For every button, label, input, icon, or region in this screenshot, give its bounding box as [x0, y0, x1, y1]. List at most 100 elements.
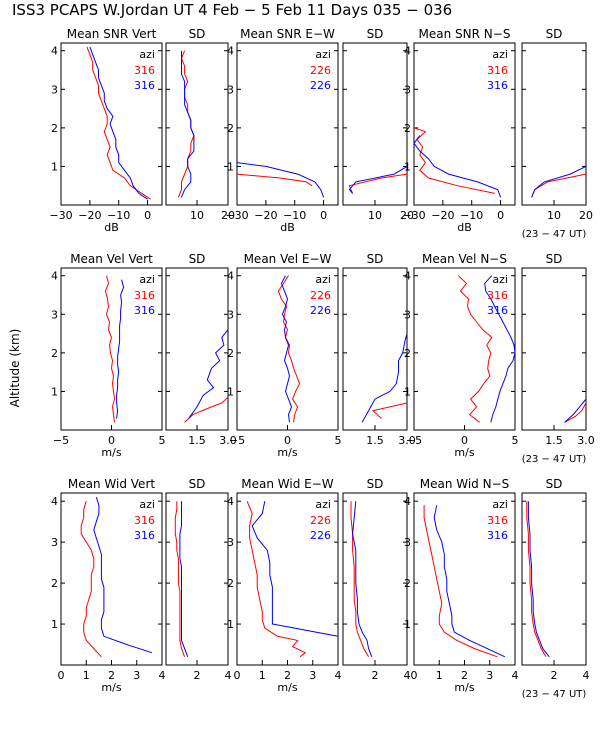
x-tick-label: 3.0 [219, 434, 237, 447]
series-line-red [246, 501, 307, 658]
legend-entry-blue: 226 [310, 304, 331, 317]
series-line-red [458, 275, 493, 423]
plot-frame [60, 42, 163, 206]
x-tick-label: −30 [402, 209, 425, 222]
legend-header: azi [139, 48, 155, 61]
panel-title: SD [367, 252, 384, 266]
x-tick-label: −30 [225, 209, 248, 222]
y-tick-label: 4 [51, 495, 58, 508]
y-tick-label: 3 [404, 83, 411, 96]
x-tick-label: 10 [547, 209, 561, 222]
y-tick-label: 2 [404, 122, 411, 135]
legend-header: azi [315, 48, 331, 61]
series-line-red [236, 173, 313, 187]
y-axis-label: Altitude (km) [8, 329, 22, 408]
y-tick-label: 3 [51, 536, 58, 549]
panel-r1c4: Mean Vel N−S 1 2 3 4 −5 0 5 m/s azi 316 316 [404, 252, 519, 459]
legend-entry-blue: 316 [134, 304, 155, 317]
panel-r2c1: SD 2 4 [165, 477, 232, 682]
legend-header: azi [315, 273, 331, 286]
y-tick-label: 2 [51, 577, 58, 590]
x-axis-label: dB [457, 221, 472, 234]
y-tick-label: 2 [227, 122, 234, 135]
series-line-red [371, 402, 408, 419]
panel-title: SD [367, 477, 384, 491]
series-line-red [413, 127, 495, 194]
panel-r1c0: Mean Vel Vert 1 2 3 4 −5 0 5 m/s azi 316 316 [51, 252, 166, 459]
x-axis-label: m/s [277, 681, 297, 694]
x-tick-label: −20 [78, 209, 101, 222]
x-tick-label: 4 [335, 669, 342, 682]
series-line-blue [352, 501, 373, 657]
x-tick-label: −30 [49, 209, 72, 222]
series-line-red [348, 173, 408, 194]
figure-title: ISS3 PCAPS W.Jordan UT 4 Feb − 5 Feb 11 … [12, 1, 452, 19]
x-tick-label: 5 [159, 434, 166, 447]
x-tick-label: 2 [461, 669, 468, 682]
x-axis-label: dB [280, 221, 295, 234]
series-line-red [277, 275, 301, 423]
series-line-blue [181, 50, 195, 198]
x-tick-label: 10 [190, 209, 204, 222]
x-tick-label: 4 [159, 669, 166, 682]
series-line-blue [484, 275, 516, 423]
panel-title: SD [546, 252, 563, 266]
plot-frame [165, 42, 229, 206]
y-tick-label: 4 [404, 495, 411, 508]
y-tick-label: 1 [51, 385, 58, 398]
y-tick-label: 1 [404, 160, 411, 173]
x-tick-label: 4 [583, 669, 590, 682]
plot-frame [236, 42, 339, 206]
x-tick-label: 1.5 [545, 434, 563, 447]
panel-r0c2: Mean SNR E−W 1 2 3 4 −30 −20 −10 0 dB azi 226 226 [225, 27, 339, 234]
x-tick-label: 4 [404, 669, 411, 682]
series-line-blue [251, 501, 339, 637]
panel-title: SD [189, 477, 206, 491]
series-line-blue [413, 135, 502, 198]
x-tick-label: 20 [221, 209, 235, 222]
x-tick-label: 20 [400, 209, 414, 222]
legend-entry-blue: 316 [134, 79, 155, 92]
series-line-red [174, 501, 186, 657]
panel-title: Mean SNR N−S [419, 27, 511, 41]
panel-title: SD [189, 252, 206, 266]
y-tick-label: 3 [404, 536, 411, 549]
legend-header: azi [492, 273, 508, 286]
series-line-red [526, 501, 547, 658]
series-line-red [423, 505, 498, 658]
y-tick-label: 1 [227, 160, 234, 173]
x-tick-label: 0 [411, 669, 418, 682]
legend-entry-red: 226 [310, 514, 331, 527]
y-tick-label: 1 [227, 385, 234, 398]
y-tick-label: 2 [51, 347, 58, 360]
x-tick-label: 2 [108, 669, 115, 682]
panel-title: SD [367, 27, 384, 41]
series-line-blue [348, 165, 408, 194]
x-tick-label: 0 [144, 209, 151, 222]
series-line-red [564, 402, 587, 423]
series-line-blue [433, 505, 506, 658]
x-tick-label: 2 [194, 669, 201, 682]
panel-r2c0: Mean Wid Vert 1 2 3 4 0 1 2 3 4 m/s azi 316 316 [51, 477, 166, 694]
plot-frame [342, 492, 408, 666]
x-axis-label: m/s [101, 681, 121, 694]
panel-title: Mean Vel Vert [70, 252, 153, 266]
panel-r0c5: SD 10 20 (23 − 47 UT) [521, 27, 593, 240]
y-tick-label: 1 [404, 618, 411, 631]
series-line-blue [188, 329, 229, 419]
series-line-blue [527, 501, 550, 658]
y-tick-label: 3 [227, 308, 234, 321]
x-tick-label: 3 [133, 669, 140, 682]
x-tick-label: 0 [108, 434, 115, 447]
legend-entry-blue: 226 [310, 529, 331, 542]
panel-title: Mean Wid N−S [420, 477, 510, 491]
legend-entry-red: 316 [134, 514, 155, 527]
y-tick-label: 1 [404, 385, 411, 398]
legend-entry-blue: 316 [134, 529, 155, 542]
x-axis-label: m/s [101, 446, 121, 459]
x-tick-label: 2 [551, 669, 558, 682]
x-axis-label: dB [104, 221, 119, 234]
x-tick-label: 0 [58, 669, 65, 682]
panel-r2c5: SD 2 4 (23 − 47 UT) [521, 477, 590, 700]
panel-title: SD [546, 27, 563, 41]
